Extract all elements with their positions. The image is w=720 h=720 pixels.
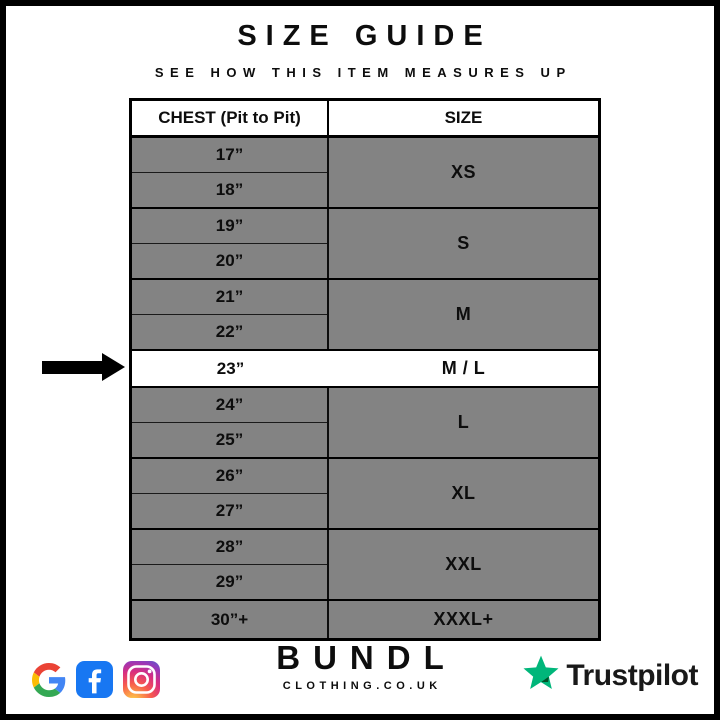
size-table: CHEST (Pit to Pit) SIZE 17” 18” XS 19” 2… [129,98,601,641]
brand-domain: CLOTHING.CO.UK [282,680,442,692]
size-value: S [457,233,470,253]
table-header-chest: CHEST (Pit to Pit) [132,101,329,135]
trustpilot-label: Trustpilot [566,658,698,692]
size-value: XXXL+ [433,609,494,629]
size-value-highlighted: M / L [441,358,486,378]
size-group-m: 21” 22” M [132,278,598,349]
size-value: M [455,304,472,324]
chest-value: 29” [132,564,327,599]
size-group-highlighted: 23” M / L [132,349,598,386]
table-header-row: CHEST (Pit to Pit) SIZE [132,101,598,138]
chest-value: 20” [132,243,327,278]
page-title: SIZE GUIDE [237,20,492,52]
chest-value: 25” [132,422,327,457]
chest-value: 28” [215,537,244,556]
highlight-arrow-icon [42,353,125,381]
chest-value: 27” [132,493,327,528]
size-group-xl: 26” 27” XL [132,457,598,528]
facebook-icon [76,661,113,698]
size-value: L [457,412,470,432]
size-group-xxxl: 30”+ XXXL+ [132,599,598,638]
trustpilot-star-icon [521,653,561,698]
size-value: XS [450,162,476,182]
chest-value-highlighted: 23” [216,358,245,378]
chest-value: 18” [132,172,327,207]
chest-value: 19” [215,216,244,235]
size-value: XL [451,483,476,503]
chest-value: 30”+ [210,609,249,629]
trustpilot-logo: Trustpilot [521,653,698,698]
brand-logo: BUNDL CLOTHING.CO.UK [263,639,456,692]
chest-value: 22” [132,314,327,349]
size-group-s: 19” 20” S [132,207,598,278]
size-group-l: 24” 25” L [132,386,598,457]
page-subtitle: SEE HOW THIS ITEM MEASURES UP [154,65,572,80]
chest-value: 26” [215,466,244,485]
instagram-icon [123,661,160,698]
arrow-head [102,353,125,381]
brand-name: BUNDL [276,639,457,676]
arrow-shaft [42,360,102,374]
chest-value: 21” [215,287,244,306]
social-icons [32,661,160,698]
chest-value: 24” [215,395,244,414]
size-value: XXL [445,554,482,574]
table-header-size: SIZE [444,108,483,127]
chest-value: 17” [215,145,244,164]
google-icon [32,662,66,697]
size-group-xxl: 28” 29” XXL [132,528,598,599]
size-group-xs: 17” 18” XS [132,138,598,207]
